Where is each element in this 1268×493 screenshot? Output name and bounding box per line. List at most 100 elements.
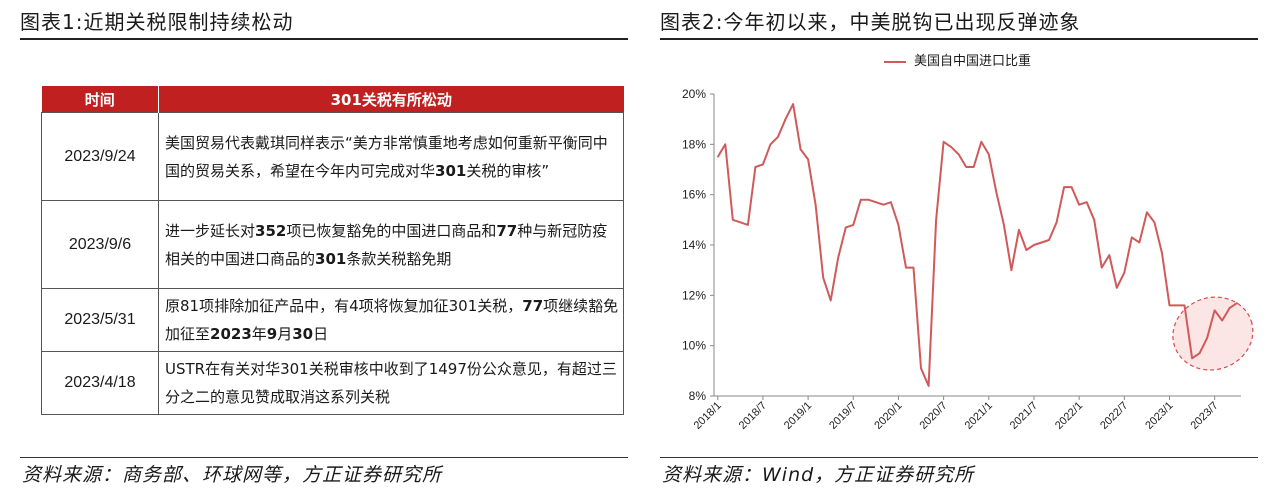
data-point (973, 166, 975, 168)
left-panel: 图表1:近期关税限制持续松动 时间 301关税有所松动 2023/9/24 美国贸… (0, 0, 628, 493)
data-point (739, 221, 741, 223)
legend-swatch (884, 60, 906, 63)
data-point (920, 367, 922, 369)
data-point (1071, 186, 1073, 188)
data-point (1056, 221, 1058, 223)
data-point (1236, 302, 1238, 304)
y-tick-label: 10% (682, 339, 706, 353)
series-line (716, 103, 1238, 387)
y-tick-label: 12% (682, 288, 706, 302)
x-tick-label: 2023/1 (1143, 400, 1175, 432)
y-tick-label: 18% (682, 137, 706, 151)
data-point (1086, 201, 1088, 203)
data-point (747, 224, 749, 226)
data-point (807, 158, 809, 160)
text-segment: 条款关税豁免期 (346, 249, 452, 268)
data-point (1146, 211, 1148, 213)
emphasis-text: 352 (255, 221, 287, 240)
data-point (928, 385, 930, 387)
text-segment: 进一步延长对 (165, 221, 256, 240)
cell-description: USTR在有关对华301关税审核中收到了1497份公众意见，有超过三分之二的意见… (158, 351, 624, 415)
legend-label: 美国自中国进口比重 (914, 54, 1032, 69)
data-point (1199, 352, 1201, 354)
x-tick-label: 2022/1 (1053, 400, 1085, 432)
data-point (1025, 249, 1027, 251)
cell-date: 2023/5/31 (41, 288, 159, 352)
figure-title: 图表1:近期关税限制持续松动 (20, 10, 294, 34)
data-point (830, 299, 832, 301)
data-point (792, 103, 794, 105)
cell-date: 2023/9/6 (41, 200, 159, 289)
policy-table: 时间 301关税有所松动 2023/9/24 美国贸易代表戴琪同样表示“美方非常慎… (41, 86, 624, 415)
data-point (875, 201, 877, 203)
data-point (1116, 287, 1118, 289)
text-segment: 关税的审核” (466, 161, 550, 180)
data-point (1153, 221, 1155, 223)
figure-title: 图表2:今年初以来，中美脱钩已出现反弹迹象 (660, 10, 1081, 34)
data-point (943, 141, 945, 143)
data-point (732, 219, 734, 221)
x-tick-label: 2018/1 (692, 400, 724, 432)
emphasis-text: 77 (522, 297, 544, 315)
text-segment: 美国贸易代表戴琪同样表示“美方非常慎重地考虑如何重新平衡同中国的贸易关系，希望在… (165, 133, 608, 180)
data-point (912, 267, 915, 269)
data-point (1063, 186, 1065, 188)
data-point (890, 201, 892, 203)
data-point (784, 118, 787, 120)
x-tick-label: 2020/7 (917, 400, 949, 432)
data-point (769, 143, 772, 145)
data-point (1138, 241, 1140, 244)
data-point (1176, 304, 1178, 306)
emphasis-text: 301 (315, 249, 347, 268)
data-point (717, 156, 719, 158)
data-point (935, 219, 937, 221)
data-point (845, 226, 847, 228)
table-row: 2023/9/6 进一步延长对352项已恢复豁免的中国进口商品和77种与新冠防疫相… (41, 200, 624, 289)
data-point (1123, 272, 1125, 274)
data-point (897, 224, 899, 226)
data-point (1093, 219, 1095, 221)
data-point (1048, 239, 1050, 241)
data-point (762, 163, 764, 166)
source-divider (660, 457, 1258, 458)
table-row: 2023/4/18 USTR在有关对华301关税审核中收到了1497份公众意见，有… (41, 351, 624, 415)
text-segment: 原81项排除加征产品中，有4项将恢复加征301关税， (165, 297, 523, 315)
emphasis-text: 9 (266, 325, 278, 343)
x-tick-label: 2019/1 (782, 400, 814, 432)
data-point (852, 224, 854, 226)
data-point (1229, 307, 1231, 309)
highlight-ellipse (1172, 296, 1254, 371)
data-point (822, 277, 824, 279)
data-point (1168, 304, 1171, 306)
cell-description: 进一步延长对352项已恢复豁免的中国进口商品和77种与新冠防疫相关的中国进口商品… (158, 200, 624, 289)
table-header-row: 时间 301关税有所松动 (41, 86, 624, 113)
data-point (1101, 267, 1103, 269)
cell-date: 2023/9/24 (41, 112, 159, 201)
data-point (1206, 337, 1208, 339)
x-tick-label: 2018/7 (737, 400, 769, 432)
data-point (988, 153, 990, 155)
x-tick-label: 2019/7 (827, 400, 859, 432)
table-row: 2023/5/31 原81项排除加征产品中，有4项将恢复加征301关税，77项继续… (41, 288, 624, 352)
data-point (1221, 319, 1223, 322)
source-note: 资料来源：商务部、环球网等，方正证券研究所 (22, 464, 443, 486)
x-tick-label: 2022/7 (1098, 400, 1130, 432)
data-point (837, 257, 839, 259)
header-date: 时间 (41, 86, 159, 113)
data-point (958, 153, 960, 155)
data-point (1003, 224, 1005, 226)
data-point (965, 166, 967, 168)
data-point (882, 204, 884, 206)
cell-date: 2023/4/18 (41, 351, 159, 415)
emphasis-text: 30 (292, 325, 314, 343)
x-tick-label: 2021/7 (1008, 400, 1040, 432)
x-tick-label: 2021/1 (963, 400, 995, 432)
data-point (800, 148, 802, 150)
data-point (1161, 252, 1163, 254)
text-segment: 项已恢复豁免的中国进口商品和 (286, 221, 497, 240)
data-point (815, 204, 817, 206)
data-point (950, 146, 952, 148)
data-point (1033, 244, 1035, 246)
data-point (754, 166, 756, 168)
text-segment: 项继续豁免加征至 (165, 297, 619, 343)
